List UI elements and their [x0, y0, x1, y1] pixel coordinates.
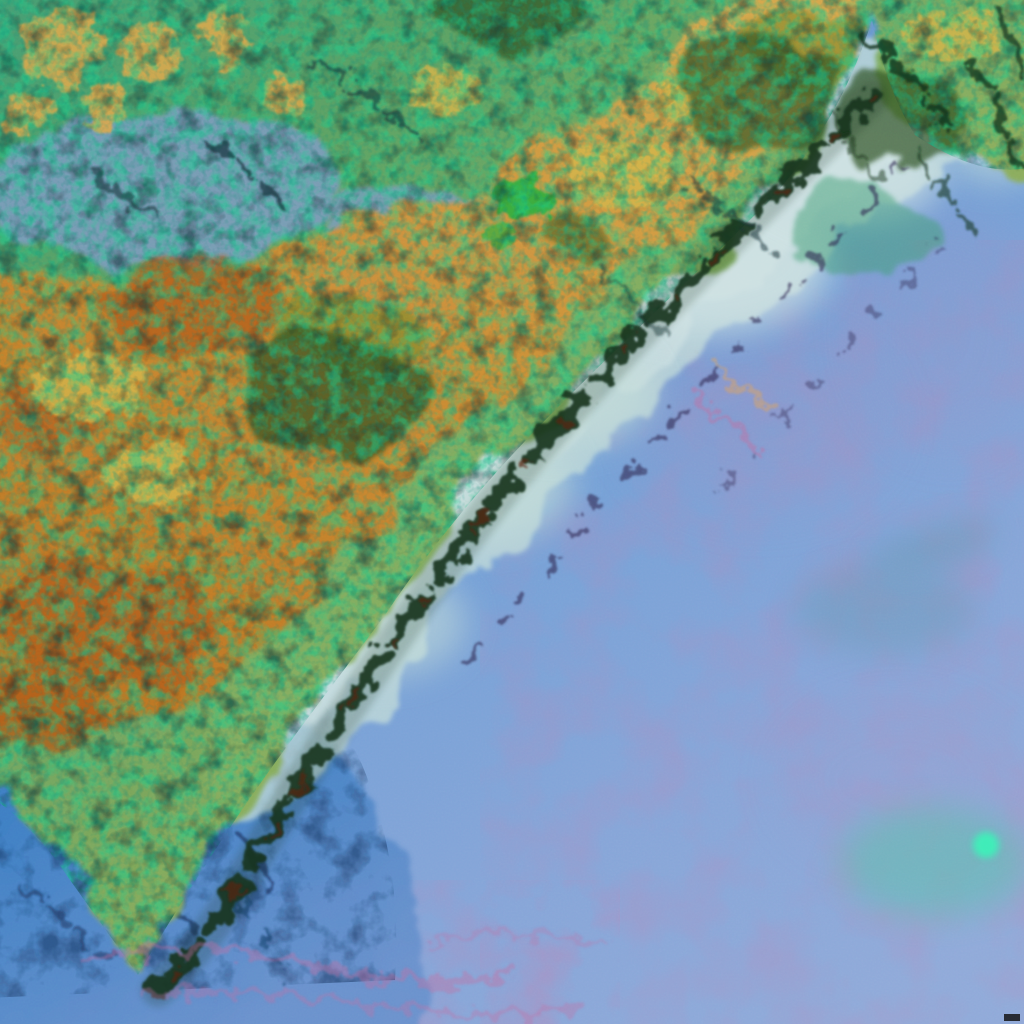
grain-overlay: [0, 0, 1024, 1024]
satellite-canvas: [0, 0, 1024, 1024]
satellite-image: [0, 0, 1024, 1024]
